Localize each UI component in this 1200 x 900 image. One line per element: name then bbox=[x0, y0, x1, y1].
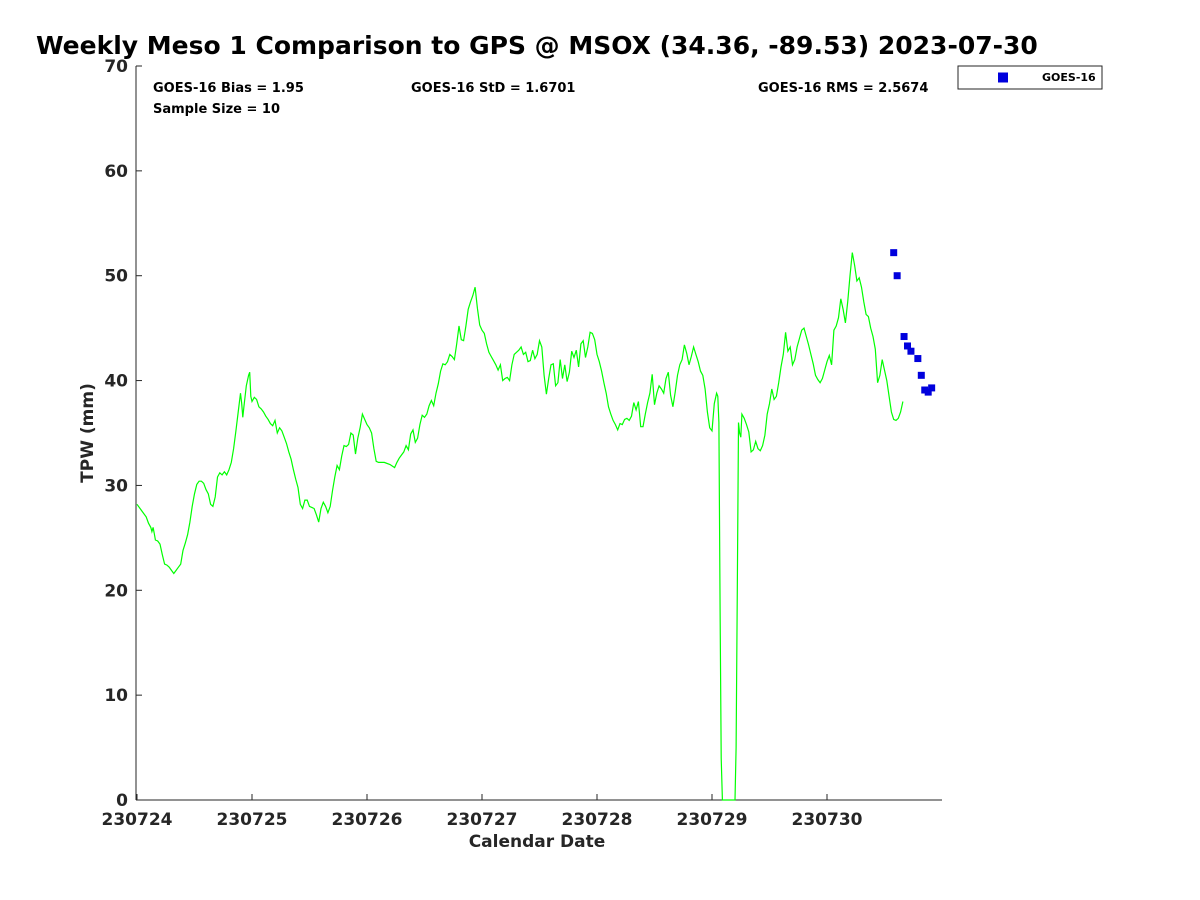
x-tick-label: 230724 bbox=[102, 810, 173, 830]
goes16-point bbox=[924, 388, 932, 396]
legend-marker bbox=[998, 72, 1008, 83]
chart-title: Weekly Meso 1 Comparison to GPS @ MSOX (… bbox=[36, 31, 1038, 60]
x-tick-label: 230730 bbox=[792, 810, 863, 830]
goes16-point bbox=[890, 249, 898, 257]
legend: GOES-16 bbox=[957, 65, 1103, 90]
std-stat: GOES-16 StD = 1.6701 bbox=[411, 81, 575, 96]
x-axis-label: Calendar Date bbox=[469, 832, 606, 852]
x-tick-label: 230726 bbox=[332, 810, 403, 830]
goes16-point bbox=[893, 272, 901, 280]
rms-stat: GOES-16 RMS = 2.5674 bbox=[758, 81, 928, 96]
goes16-point bbox=[914, 355, 922, 363]
y-tick-label: 10 bbox=[104, 686, 128, 706]
y-tick-label: 60 bbox=[104, 162, 128, 182]
x-axis-ticks: 230724 230725 230726 230727 230728 230729 2307… bbox=[102, 794, 863, 830]
gps-tpw-line bbox=[136, 252, 904, 801]
sample-size-stat: Sample Size = 10 bbox=[153, 102, 280, 117]
x-tick-label: 230729 bbox=[677, 810, 748, 830]
plot-frame bbox=[135, 66, 942, 801]
y-tick-label: 0 bbox=[116, 791, 128, 811]
x-tick-label: 230727 bbox=[447, 810, 518, 830]
y-tick-label: 40 bbox=[104, 372, 128, 392]
legend-label: GOES-16 bbox=[1042, 71, 1096, 84]
x-tick-label: 230728 bbox=[562, 810, 633, 830]
y-tick-label: 20 bbox=[104, 581, 128, 601]
y-tick-label: 50 bbox=[104, 267, 128, 287]
goes16-point bbox=[900, 333, 908, 341]
goes16-point bbox=[907, 347, 915, 355]
y-axis-ticks: 0 10 20 30 40 50 60 70 bbox=[104, 57, 142, 811]
legend-box bbox=[957, 65, 1103, 90]
y-axis-label: TPW (mm) bbox=[78, 383, 98, 483]
stats-annotations: GOES-16 Bias = 1.95 GOES-16 StD = 1.6701… bbox=[153, 81, 928, 117]
x-tick-label: 230725 bbox=[217, 810, 288, 830]
y-tick-label: 70 bbox=[104, 57, 128, 77]
goes16-point bbox=[904, 342, 911, 350]
goes16-point bbox=[917, 371, 925, 379]
y-tick-label: 30 bbox=[104, 476, 128, 496]
bias-stat: GOES-16 Bias = 1.95 bbox=[153, 81, 304, 96]
goes16-point bbox=[928, 384, 936, 392]
series-layer bbox=[136, 249, 936, 801]
